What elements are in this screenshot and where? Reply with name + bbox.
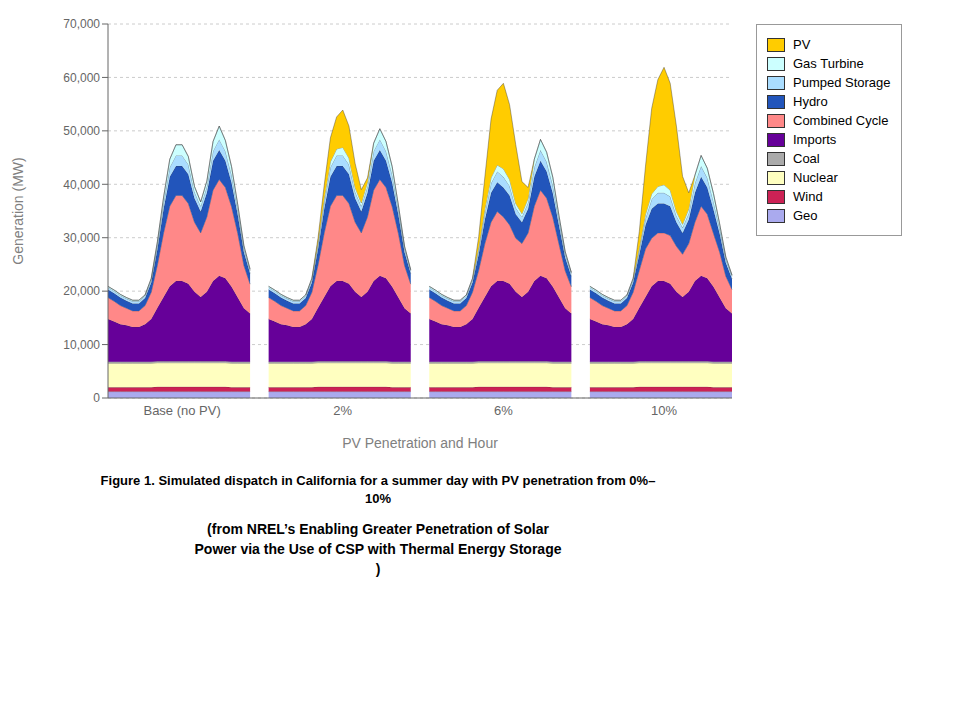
html-text:(from NREL’s Enabling Greater: (from NREL’s Enabling Greater Penetratio…	[194, 521, 562, 577]
svg-text:40,000: 40,000	[63, 178, 100, 192]
svg-text:6%: 6%	[494, 403, 513, 418]
svg-text:10%: 10%	[651, 403, 677, 418]
svg-text:2%: 2%	[333, 403, 352, 418]
html-text:Pumped Storage: Pumped Storage	[793, 75, 891, 90]
html-text:Figure 1. Simulated dispatch i: Figure 1. Simulated dispatch in Californ…	[100, 473, 656, 507]
svg-text:60,000: 60,000	[63, 71, 100, 85]
html-text:Nuclear: Nuclear	[793, 170, 838, 185]
html-text:Gas Turbine: Gas Turbine	[793, 56, 864, 71]
svg-text:PV Penetration and Hour: PV Penetration and Hour	[342, 435, 498, 451]
html-text:Imports: Imports	[793, 132, 837, 147]
html-text:Combined Cycle: Combined Cycle	[793, 113, 889, 128]
html-text:Hydro: Hydro	[793, 94, 828, 109]
svg-text:Base (no PV): Base (no PV)	[143, 403, 220, 418]
html-text:Wind: Wind	[793, 189, 823, 204]
svg-text:20,000: 20,000	[63, 284, 100, 298]
svg-text:30,000: 30,000	[63, 231, 100, 245]
svg-text:70,000: 70,000	[63, 17, 100, 31]
svg-text:Generation (MW): Generation (MW)	[10, 157, 26, 264]
html-text:PV: PV	[793, 37, 811, 52]
svg-text:50,000: 50,000	[63, 124, 100, 138]
svg-text:0: 0	[93, 391, 100, 405]
svg-text:10,000: 10,000	[63, 338, 100, 352]
html-text:Coal: Coal	[793, 151, 820, 166]
html-text:Geo: Geo	[793, 208, 818, 223]
